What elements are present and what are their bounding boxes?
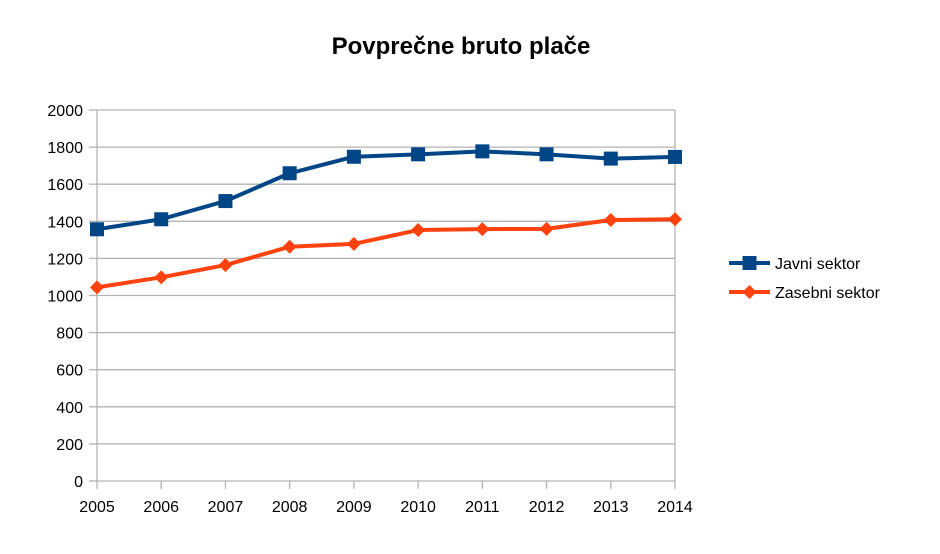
data-point-marker [668, 212, 682, 227]
y-tick-label: 0 [74, 474, 83, 491]
x-tick-label: 2009 [336, 499, 372, 516]
y-tick-label: 1400 [47, 214, 83, 231]
series-line [96, 217, 676, 290]
x-tick-label: 2014 [657, 499, 693, 516]
axes [89, 109, 676, 489]
y-tick-label: 1800 [47, 140, 83, 157]
x-tick-label: 2010 [400, 499, 436, 516]
data-point-marker [218, 194, 233, 209]
legend-entry: Zasebni sektor [729, 285, 881, 302]
diamond-marker-icon [742, 285, 757, 299]
gridlines [97, 109, 675, 482]
data-point-marker [154, 270, 169, 285]
x-tick-label: 2011 [465, 499, 500, 516]
data-point-marker [603, 151, 618, 166]
chart-title: Povprečne bruto plače [331, 33, 591, 60]
data-point-marker [90, 280, 104, 295]
data-point-marker [539, 221, 554, 236]
data-point-marker [282, 166, 297, 181]
series-javni-sektor [90, 144, 682, 237]
x-tick-label: 2012 [529, 499, 565, 516]
x-tick-label: 2007 [208, 499, 244, 516]
series-line [96, 149, 676, 232]
data-point-marker [346, 236, 361, 251]
data-series [90, 144, 682, 295]
x-axis-tick-labels: 2005 2006 2007 2008 2009 2010 2011 2012 2013 2014 [79, 499, 693, 516]
y-tick-label: 2000 [47, 103, 83, 120]
data-point-marker [411, 147, 426, 162]
data-point-marker [218, 258, 233, 273]
data-point-marker [90, 222, 104, 237]
y-tick-label: 600 [56, 363, 83, 380]
data-point-marker [346, 149, 361, 164]
data-point-marker [603, 213, 618, 228]
data-point-marker [411, 223, 426, 238]
y-tick-label: 1000 [47, 289, 83, 306]
x-tick-label: 2013 [593, 499, 629, 516]
y-tick-label: 400 [56, 400, 83, 417]
data-point-marker [475, 144, 490, 159]
y-tick-label: 200 [56, 437, 83, 454]
legend-label: Javni sektor [775, 256, 861, 273]
data-point-marker [475, 222, 490, 237]
legend-label: Zasebni sektor [775, 285, 881, 302]
data-point-marker [539, 147, 554, 162]
data-point-marker [154, 212, 169, 227]
x-tick-label: 2008 [272, 499, 308, 516]
y-axis-tick-labels: 0 200 400 600 800 1000 1200 1400 1600 1800 2000 [47, 103, 83, 491]
x-tick-label: 2006 [143, 499, 179, 516]
square-marker-icon [742, 256, 757, 270]
y-tick-label: 1600 [47, 177, 83, 194]
data-point-marker [668, 149, 682, 164]
legend: Javni sektor Zasebni sektor [729, 256, 881, 302]
legend-entry: Javni sektor [729, 256, 861, 273]
y-tick-label: 800 [56, 326, 83, 343]
x-tick-label: 2005 [79, 499, 115, 516]
y-tick-label: 1200 [47, 251, 83, 268]
data-point-marker [282, 239, 297, 254]
series-zasebni-sektor [90, 212, 682, 295]
